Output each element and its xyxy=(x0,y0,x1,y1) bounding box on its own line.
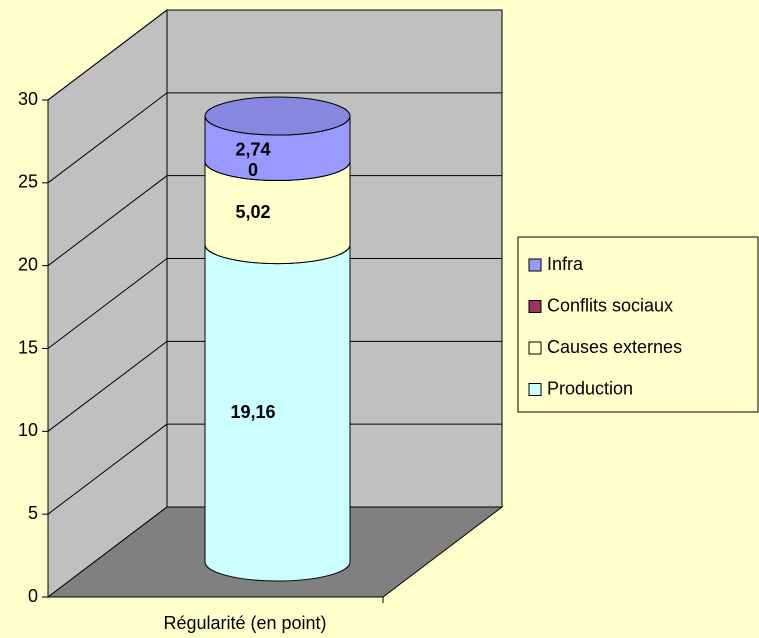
y-tick-label: 0 xyxy=(28,586,38,606)
y-tick-label: 15 xyxy=(18,337,38,357)
data-label: 2,74 xyxy=(235,139,270,159)
data-label: 0 xyxy=(248,160,258,180)
legend-items: Production Causes externes Conflits sociau… xyxy=(528,254,682,398)
y-tick-label: 20 xyxy=(18,254,38,274)
grid-line xyxy=(47,423,502,515)
data-label: 19,16 xyxy=(230,402,275,422)
grid xyxy=(42,9,502,603)
bars xyxy=(204,96,351,582)
labels: 0 5 10 15 20 25 30 Régularité (en point) 19,16 5,… xyxy=(18,89,327,633)
legend-label: Production xyxy=(547,378,633,398)
cylinder-top xyxy=(204,96,351,136)
legend-label: Conflits sociaux xyxy=(547,295,673,315)
legend-label: Infra xyxy=(547,254,584,274)
grid-line xyxy=(47,9,502,101)
grid-line xyxy=(47,92,502,184)
legend xyxy=(517,236,759,413)
legend-swatch xyxy=(528,383,542,396)
x-tick-label: Régularité (en point) xyxy=(163,613,326,633)
legend-swatch xyxy=(528,258,542,272)
grid-line xyxy=(47,258,502,349)
y-tick-label: 10 xyxy=(18,420,38,440)
legend-swatch xyxy=(528,341,542,355)
legend-label: Causes externes xyxy=(547,337,682,357)
grid-line xyxy=(47,175,502,267)
cylinder-segment xyxy=(204,244,351,582)
data-label: 5,02 xyxy=(235,202,270,222)
legend-swatch xyxy=(528,300,542,313)
grid-line xyxy=(47,340,502,432)
y-tick-label: 25 xyxy=(18,172,38,192)
y-tick-label: 5 xyxy=(28,503,38,523)
y-tick-label: 30 xyxy=(18,89,38,109)
